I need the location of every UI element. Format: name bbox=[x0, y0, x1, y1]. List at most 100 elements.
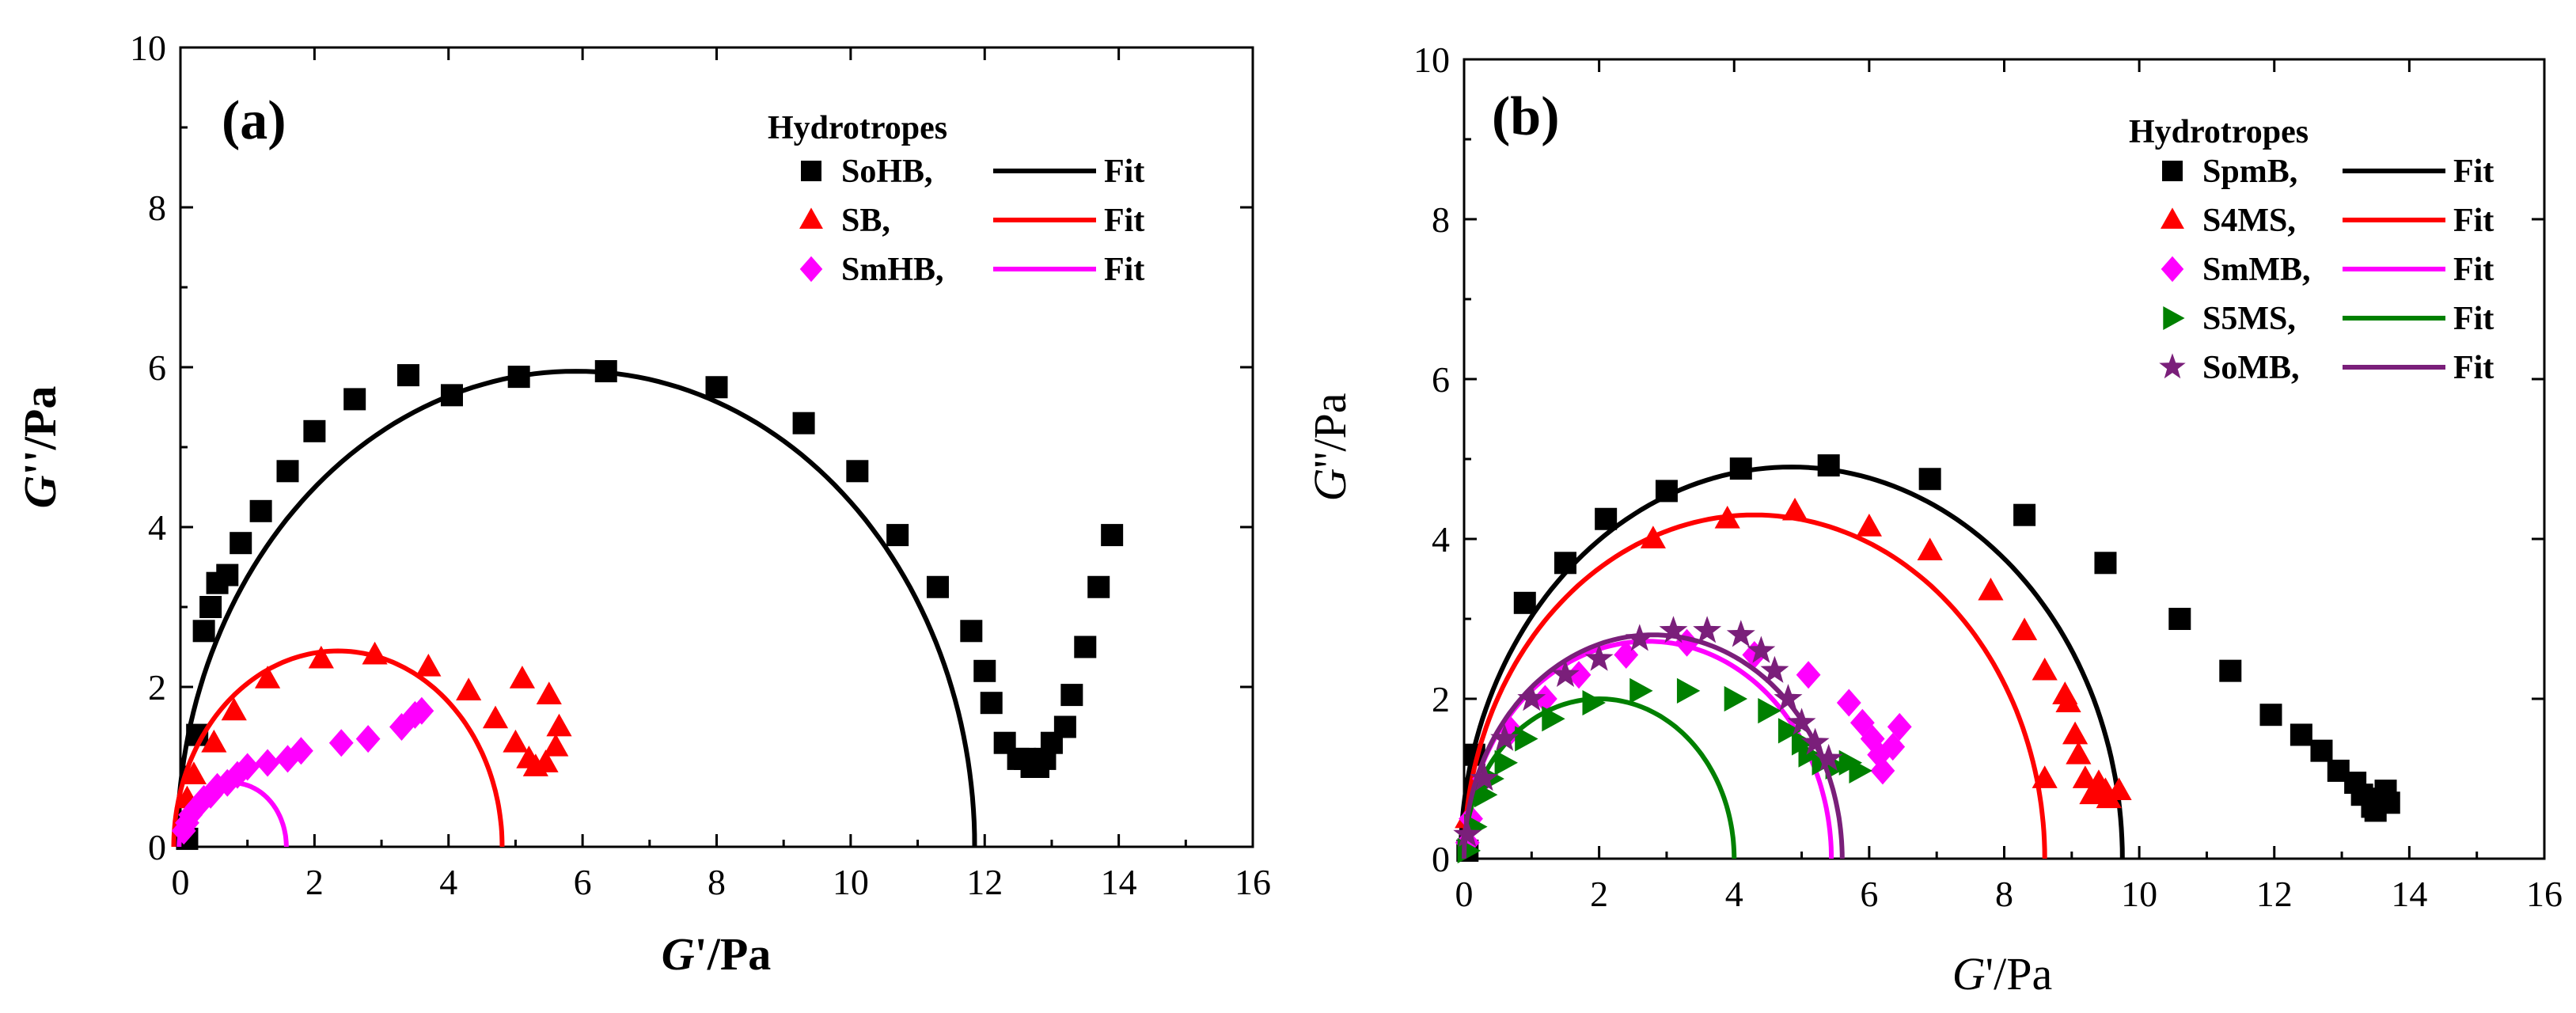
data-point bbox=[1659, 616, 1688, 643]
data-point bbox=[2219, 659, 2242, 682]
legend-fit-label: Fit bbox=[1104, 203, 1144, 239]
x-tick-label: 2 bbox=[305, 862, 324, 902]
y-axis-label-symbol: G bbox=[14, 475, 66, 508]
legend-marker bbox=[2162, 161, 2183, 181]
y-tick-label: 4 bbox=[148, 507, 166, 548]
x-tick-label: 6 bbox=[1860, 874, 1878, 914]
data-point bbox=[1747, 635, 1776, 663]
data-point bbox=[1554, 552, 1576, 575]
data-point bbox=[221, 697, 247, 721]
data-point bbox=[254, 666, 281, 689]
y-axis-label: G''/Pa bbox=[14, 386, 66, 509]
series-spmb bbox=[1456, 454, 2400, 862]
data-point bbox=[1515, 726, 1538, 752]
data-point bbox=[184, 793, 210, 821]
y-axis-label-unit: ''/Pa bbox=[1304, 393, 1356, 469]
series-smhb bbox=[171, 696, 434, 847]
x-axis-label-symbol: G bbox=[662, 928, 695, 980]
data-point bbox=[1849, 757, 1872, 783]
data-point bbox=[440, 384, 463, 407]
data-point bbox=[543, 733, 569, 757]
x-tick-label: 0 bbox=[172, 862, 190, 902]
data-point bbox=[2377, 791, 2400, 814]
panel-label: (a) bbox=[222, 90, 286, 151]
x-tick-label: 4 bbox=[1725, 874, 1743, 914]
legend-fit-label: Fit bbox=[1104, 252, 1144, 288]
data-point bbox=[1817, 454, 1840, 477]
legend-series-name: S4MS, bbox=[2202, 203, 2296, 239]
data-point bbox=[275, 745, 300, 773]
data-point bbox=[1490, 723, 1519, 751]
data-point bbox=[846, 460, 869, 483]
data-point bbox=[1551, 659, 1580, 687]
x-tick-label: 16 bbox=[2526, 874, 2563, 914]
data-point bbox=[1676, 677, 1701, 704]
data-point bbox=[503, 729, 529, 753]
data-point bbox=[2055, 689, 2081, 712]
data-point bbox=[2013, 503, 2036, 526]
data-point bbox=[980, 692, 1003, 715]
data-point bbox=[2168, 608, 2191, 630]
fit-curve bbox=[1462, 512, 2047, 859]
x-tick-label: 4 bbox=[439, 862, 457, 902]
data-point bbox=[1655, 480, 1678, 503]
x-tick-label: 16 bbox=[1235, 862, 1271, 902]
data-point bbox=[1470, 764, 1499, 791]
data-point bbox=[1693, 616, 1722, 643]
series-somb bbox=[1453, 616, 1845, 859]
legend-marker bbox=[799, 207, 823, 230]
data-point bbox=[180, 761, 207, 784]
data-point bbox=[198, 780, 223, 809]
data-point bbox=[1777, 718, 1802, 744]
data-point bbox=[1532, 685, 1557, 713]
data-point bbox=[214, 768, 240, 797]
data-point bbox=[1918, 468, 1941, 491]
data-point bbox=[456, 677, 482, 700]
data-point bbox=[960, 620, 983, 643]
y-tick-label: 0 bbox=[1432, 839, 1450, 879]
y-tick-label: 10 bbox=[130, 28, 166, 68]
data-point bbox=[546, 713, 572, 737]
legend-fit-label: Fit bbox=[2453, 154, 2494, 190]
y-tick-label: 8 bbox=[1432, 199, 1450, 240]
legend-fit-label: Fit bbox=[1104, 154, 1144, 190]
legend: Hydrotropes SoHB, Fit SB, Fit SmHB, Fit bbox=[768, 110, 1144, 288]
plot-frame bbox=[179, 46, 1254, 848]
x-tick-label: 14 bbox=[1101, 862, 1137, 902]
data-point bbox=[1760, 655, 1789, 683]
data-point bbox=[1060, 684, 1083, 707]
data-point bbox=[1798, 742, 1822, 768]
legend: Hydrotropes SpmB, Fit S4MS, Fit SmMB, Fit S5MS,… bbox=[2129, 114, 2494, 386]
data-point bbox=[1758, 698, 1781, 724]
data-point bbox=[1887, 712, 1912, 741]
data-point bbox=[536, 681, 562, 704]
legend-series-name: SoMB, bbox=[2202, 350, 2300, 386]
data-point bbox=[1729, 457, 1752, 480]
y-tick-label: 2 bbox=[1432, 679, 1450, 719]
data-point bbox=[705, 376, 728, 399]
data-point bbox=[1474, 782, 1498, 808]
legend-fit-label: Fit bbox=[2453, 252, 2494, 288]
data-point bbox=[289, 737, 313, 765]
y-tick-label: 2 bbox=[148, 667, 166, 708]
legend-series-name: SmMB, bbox=[2202, 252, 2311, 288]
fit-curve bbox=[1458, 465, 2125, 859]
legend-series-name: SmHB, bbox=[841, 252, 944, 288]
data-point bbox=[355, 725, 381, 753]
data-point bbox=[1724, 685, 1748, 712]
legend-title: Hydrotropes bbox=[768, 110, 947, 146]
legend-fit-label: Fit bbox=[2453, 301, 2494, 337]
x-axis-label-unit: '/Pa bbox=[1986, 948, 2053, 1000]
data-point bbox=[533, 749, 559, 772]
data-point bbox=[2062, 721, 2088, 745]
y-tick-label: 10 bbox=[1413, 40, 1450, 80]
data-point bbox=[415, 653, 442, 677]
data-point bbox=[886, 524, 909, 547]
data-point bbox=[509, 666, 536, 689]
data-point bbox=[1517, 684, 1546, 711]
data-point bbox=[255, 749, 280, 777]
y-axis-label-unit: ''/Pa bbox=[14, 386, 66, 476]
data-point bbox=[201, 729, 227, 753]
